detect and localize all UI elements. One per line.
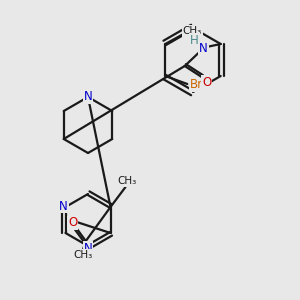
Text: H: H bbox=[190, 34, 199, 46]
Text: N: N bbox=[199, 43, 208, 56]
Text: N: N bbox=[59, 200, 68, 212]
Text: N: N bbox=[84, 242, 92, 254]
Text: CH₃: CH₃ bbox=[117, 176, 136, 186]
Text: O: O bbox=[202, 76, 211, 88]
Text: CH₃: CH₃ bbox=[183, 26, 202, 36]
Text: Br: Br bbox=[190, 79, 203, 92]
Text: N: N bbox=[84, 91, 92, 103]
Text: CH₃: CH₃ bbox=[73, 250, 92, 260]
Text: O: O bbox=[68, 217, 77, 230]
